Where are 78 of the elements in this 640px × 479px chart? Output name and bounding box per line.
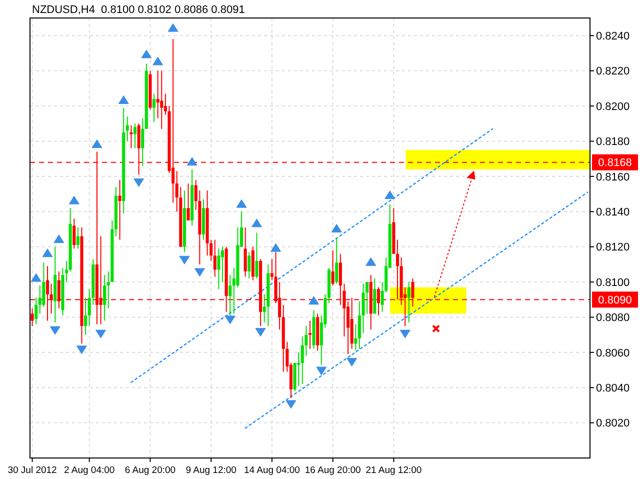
point xyxy=(92,139,102,148)
point xyxy=(179,256,190,264)
candlestick xyxy=(248,252,251,279)
y-tick-label: 0.8160 xyxy=(596,171,630,184)
ref-line-label: 0.8090 xyxy=(598,294,632,306)
y-tick-label: 0.8080 xyxy=(596,312,630,324)
x-tick-label: 16 Aug 20:00 xyxy=(304,465,361,476)
y-tick-label: 0.8040 xyxy=(596,382,630,394)
candlestick xyxy=(84,297,88,336)
candlestick xyxy=(65,260,68,282)
point xyxy=(68,196,80,204)
candlestick xyxy=(152,93,156,122)
y-tick-label: 0.8220 xyxy=(596,66,630,78)
candlestick xyxy=(126,116,129,142)
ref-line-label: 0.8168 xyxy=(598,157,632,170)
y-tick-label: 0.8140 xyxy=(596,206,630,218)
candlestick xyxy=(76,226,80,250)
point xyxy=(366,257,376,266)
candlestick xyxy=(30,308,34,326)
point xyxy=(255,328,266,337)
point xyxy=(152,56,164,66)
x-tick-label: 2 Aug 04:00 xyxy=(64,465,115,476)
point xyxy=(384,190,396,200)
y-tick-label: 0.8180 xyxy=(596,136,630,148)
point xyxy=(194,268,205,277)
candlestick xyxy=(331,250,334,286)
candlestick xyxy=(255,232,258,279)
point xyxy=(118,95,129,104)
chart-title: NZDUSD,H4 0.8100 0.8102 0.8086 0.8091 xyxy=(32,4,245,16)
point xyxy=(30,273,42,282)
y-tick-label: 0.8120 xyxy=(596,242,630,254)
point xyxy=(224,316,236,324)
candlestick xyxy=(133,123,137,149)
candlestick xyxy=(34,297,38,325)
candlestick xyxy=(38,285,42,314)
y-tick-label: 0.8060 xyxy=(596,347,630,360)
point xyxy=(96,330,106,338)
point xyxy=(168,23,178,32)
candlestick xyxy=(354,324,358,352)
candlestick xyxy=(118,179,122,240)
candlestick xyxy=(228,274,232,318)
point xyxy=(286,400,296,409)
point xyxy=(308,296,320,305)
candlestick xyxy=(244,226,247,278)
point xyxy=(346,358,358,366)
candlestick xyxy=(407,282,410,323)
candlestick xyxy=(160,70,164,130)
point xyxy=(50,326,60,335)
point xyxy=(186,157,198,166)
point xyxy=(251,218,262,228)
candlestick xyxy=(335,238,338,284)
point xyxy=(134,178,144,187)
x-tick-label: 9 Aug 12:00 xyxy=(186,465,236,476)
x-tick-label: 14 Aug 04:00 xyxy=(244,465,300,476)
candlestick xyxy=(141,118,144,166)
point xyxy=(270,243,282,252)
x-tick-label: 6 Aug 20:00 xyxy=(124,465,176,476)
candlestick xyxy=(72,218,76,250)
x-tick-label: 30 Jul 2012 xyxy=(8,465,57,476)
y-tick-label: 0.8240 xyxy=(596,30,630,42)
point xyxy=(316,366,327,376)
point xyxy=(331,224,342,232)
candlestick xyxy=(186,182,190,221)
y-tick-label: 0.8020 xyxy=(596,418,630,430)
y-tick-label: 0.8100 xyxy=(596,276,630,289)
point xyxy=(76,346,87,354)
y-tick-label: 0.8200 xyxy=(596,100,630,113)
point xyxy=(141,50,152,58)
point xyxy=(54,234,64,244)
x-tick-label: 21 Aug 12:00 xyxy=(366,465,422,476)
candlestick xyxy=(220,246,224,282)
candlestick xyxy=(213,239,216,278)
point xyxy=(400,330,410,338)
candlestick xyxy=(308,320,312,350)
candlestick xyxy=(103,274,106,322)
candlestick xyxy=(217,248,220,290)
point xyxy=(42,248,53,258)
point xyxy=(236,199,247,208)
